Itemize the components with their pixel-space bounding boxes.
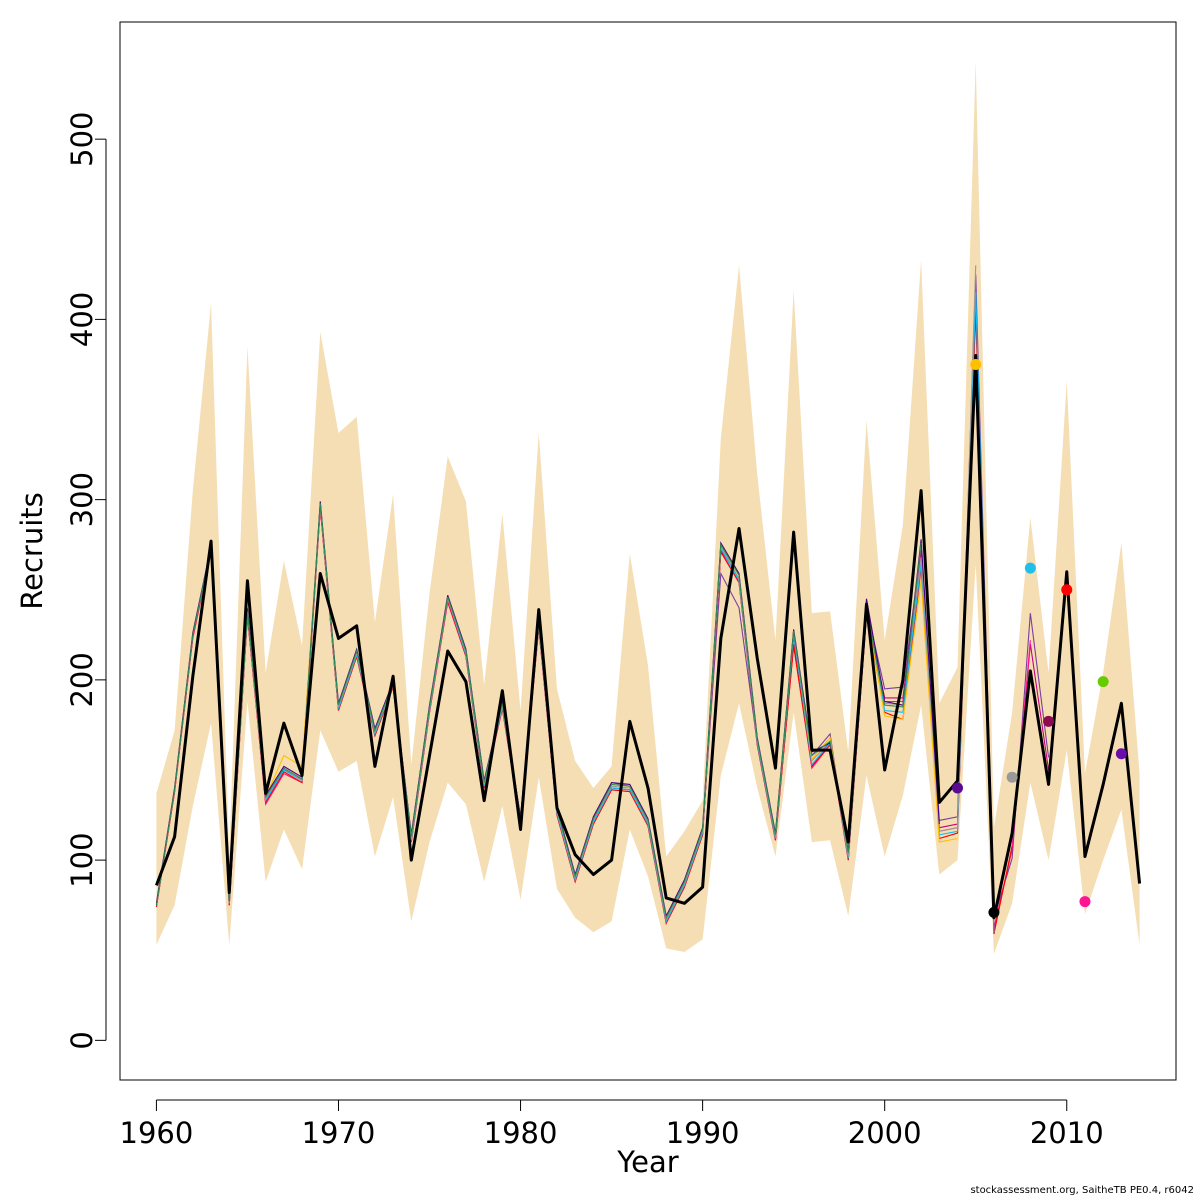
y-tick-label-500: 500 <box>65 111 99 166</box>
endpoint-marker-2008 <box>1024 562 1036 574</box>
endpoint-marker-2006 <box>988 906 1000 918</box>
y-tick-label-0: 0 <box>65 1031 99 1049</box>
endpoint-marker-2012 <box>1097 676 1109 688</box>
main-series-line <box>155 353 1142 920</box>
plot-frame <box>119 21 1177 1081</box>
endpoint-marker-layer <box>952 358 1127 918</box>
x-tick-label-1990: 1990 <box>666 1116 740 1150</box>
endpoint-marker-2005 <box>970 358 982 370</box>
endpoint-marker-2007 <box>1006 771 1018 783</box>
y-tick-label-100: 100 <box>65 832 99 887</box>
endpoint-marker-2011 <box>1079 896 1091 908</box>
endpoint-marker-2009 <box>1043 715 1055 727</box>
endpoint-marker-2010 <box>1061 584 1073 596</box>
axes-layer: 1960 1970 1980 1990 2000 2010 0 100 200 300 400 500 <box>65 111 1104 1150</box>
x-tick-label-1960: 1960 <box>120 1116 194 1150</box>
credit-text: stockassessment.org, SaitheTB PE0.4, r60… <box>970 1185 1194 1196</box>
y-axis-label: Recruits <box>15 492 49 609</box>
y-tick-label-300: 300 <box>65 472 99 527</box>
x-tick-label-1980: 1980 <box>484 1116 558 1150</box>
main-series-layer <box>155 353 1142 920</box>
x-tick-label-2010: 2010 <box>1030 1116 1104 1150</box>
y-tick-label-200: 200 <box>65 652 99 707</box>
x-tick-label-2000: 2000 <box>848 1116 922 1150</box>
x-tick-label-1970: 1970 <box>302 1116 376 1150</box>
y-tick-label-400: 400 <box>65 292 99 347</box>
endpoint-marker-2013 <box>1115 748 1127 760</box>
x-axis-label: Year <box>616 1145 678 1179</box>
endpoint-marker-2004 <box>952 782 964 794</box>
